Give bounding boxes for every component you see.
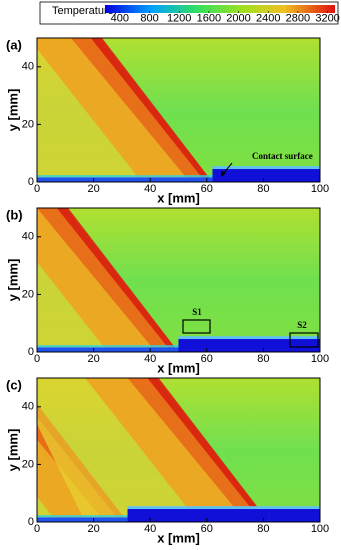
panel-label: (b): [6, 207, 23, 222]
colorbar-tick-label: 400: [111, 12, 129, 24]
x-tick-label: 100: [311, 183, 329, 195]
panel-label: (a): [6, 37, 22, 52]
x-tick-label: 100: [311, 353, 329, 365]
x-tick-label: 0: [34, 523, 40, 535]
y-tick-label: 40: [22, 231, 34, 243]
field-layer: [178, 339, 320, 352]
y-axis-label: y [mm]: [5, 429, 20, 472]
x-tick-label: 20: [87, 353, 99, 365]
field-layer: [127, 509, 270, 522]
x-axis-label: x [mm]: [157, 360, 200, 375]
contour-field: [37, 378, 320, 522]
panel-label: (c): [6, 377, 22, 392]
colorbar-tick-label: 2000: [226, 12, 250, 24]
x-tick-label: 60: [201, 353, 213, 365]
x-tick-label: 80: [257, 523, 269, 535]
plot-frame: [36, 377, 321, 523]
x-tick-label: 0: [34, 183, 40, 195]
contour-field: [37, 208, 320, 352]
y-tick-label: 20: [22, 288, 34, 300]
annotation-box: [182, 319, 211, 334]
annotation: Contact surface: [252, 151, 313, 161]
x-tick-label: 60: [201, 183, 213, 195]
colorbar-tick-label: 3200: [315, 12, 339, 24]
x-tick-label: 60: [201, 523, 213, 535]
field-layer: [212, 169, 320, 182]
x-tick-label: 20: [87, 523, 99, 535]
x-tick-label: 80: [257, 353, 269, 365]
field-region: [56, 208, 179, 352]
x-axis-label: x [mm]: [157, 190, 200, 205]
colorbar-tick-label: 1200: [167, 12, 191, 24]
y-tick-label: 40: [22, 61, 34, 73]
x-tick-label: 80: [257, 183, 269, 195]
x-tick-label: 40: [144, 353, 156, 365]
field-layer: [269, 509, 320, 522]
x-tick-label: 100: [311, 523, 329, 535]
colorbar-label: Temperature:: [52, 5, 117, 17]
field-layer: [37, 177, 320, 182]
colorbar-tick-label: 1600: [197, 12, 221, 24]
plot-frame: [36, 207, 321, 353]
colorbar-tick-label: 2400: [256, 12, 280, 24]
contour-field: [37, 38, 320, 182]
annotation: S1: [192, 307, 202, 317]
x-tick-label: 40: [144, 523, 156, 535]
y-tick-label: 20: [22, 118, 34, 130]
x-tick-label: 20: [87, 183, 99, 195]
x-tick-label: 0: [34, 353, 40, 365]
y-tick-label: 0: [28, 516, 34, 528]
x-tick-label: 40: [144, 183, 156, 195]
y-tick-label: 40: [22, 401, 34, 413]
colorbar-gradient: [105, 5, 335, 13]
y-axis-label: y [mm]: [5, 259, 20, 302]
annotation-box: [289, 332, 319, 348]
arrow: [222, 162, 233, 175]
field-region: [90, 38, 213, 182]
y-axis-label: y [mm]: [5, 89, 20, 132]
x-axis-label: x [mm]: [157, 530, 200, 545]
field-layer: [37, 175, 320, 178]
colorbar-tick-label: 800: [140, 12, 158, 24]
field-region: [147, 378, 270, 522]
plot-frame: [36, 37, 321, 183]
arrowhead: [221, 171, 226, 177]
y-tick-label: 0: [28, 176, 34, 188]
y-tick-label: 0: [28, 346, 34, 358]
colorbar-tick-label: 2800: [286, 12, 310, 24]
annotation: S2: [297, 320, 307, 330]
y-tick-label: 20: [22, 458, 34, 470]
